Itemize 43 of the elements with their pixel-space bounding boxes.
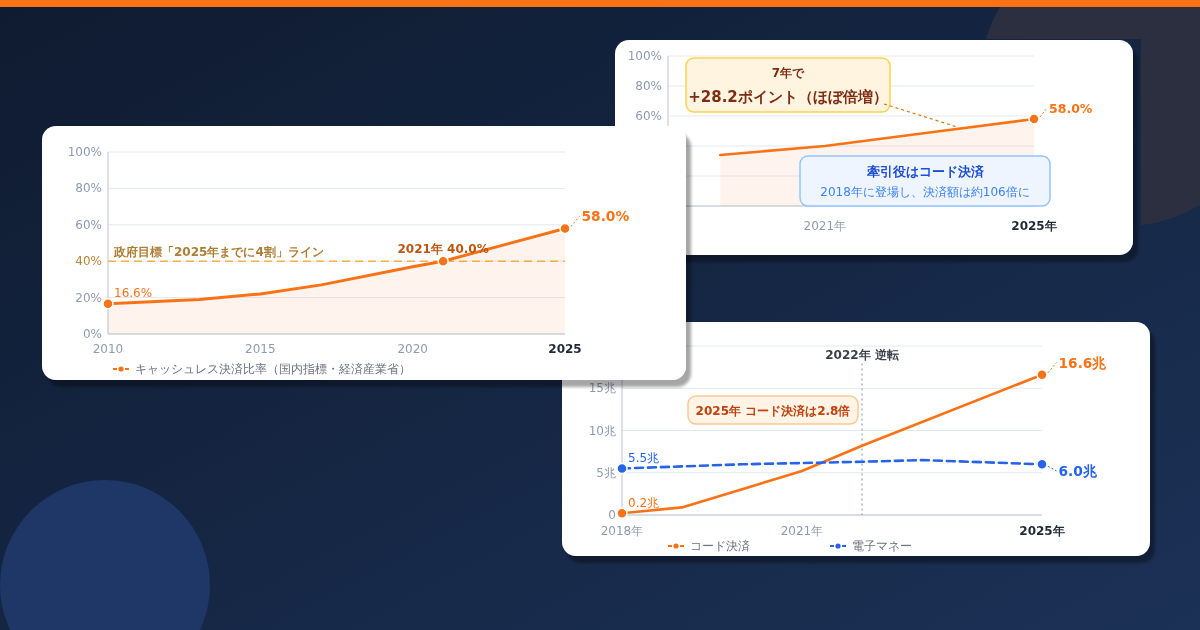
x-tick-label: 2010 [92, 342, 124, 356]
x-tick-label: 2018年 [600, 524, 644, 538]
annotation: 牽引役はコード決済 [866, 164, 985, 179]
y-tick-label: 10兆 [588, 423, 616, 438]
x-tick-label: 2025 [548, 342, 582, 356]
annotation: 58.0% [581, 208, 630, 225]
legend-label: 電子マネー [852, 539, 912, 553]
x-tick-label: 2015 [245, 342, 276, 356]
y-tick-label: 60% [75, 217, 102, 232]
annotation: 2018年に登場し、決済額は約106倍に [820, 185, 1030, 199]
y-tick-label: 15兆 [588, 381, 616, 396]
legend-label: キャッシュレス決済比率（国内指標・経済産業省） [135, 362, 411, 376]
annotation: 2021年 40.0% [397, 241, 489, 256]
annotation: 5.5兆 [628, 451, 660, 466]
annotation: 58.0% [1049, 100, 1093, 116]
y-tick-label: 60% [635, 109, 662, 123]
annotation: 0.2兆 [628, 495, 660, 510]
point [437, 255, 449, 267]
point [102, 298, 114, 310]
y-tick-label: 0% [82, 327, 102, 341]
x-tick-label: 2025年 [1011, 219, 1057, 233]
x-tick-label: 2021年 [780, 524, 824, 538]
ref-line-label: 政府目標「2025年までに4割」ライン [113, 244, 324, 259]
y-tick-label: 0 [608, 508, 616, 522]
y-tick-label: 5兆 [596, 465, 616, 480]
annotation: 7年で [771, 66, 806, 80]
x-tick-label: 2021年 [803, 219, 847, 233]
annotation: 2025年 コード決済は2.8倍 [695, 404, 851, 418]
point [616, 462, 628, 475]
y-tick-label: 100% [627, 49, 662, 63]
y-tick-label: 40% [75, 254, 102, 269]
annotation: 6.0兆 [1058, 462, 1098, 479]
x-tick-label: 2025年 [1019, 524, 1065, 538]
annotation: 16.6% [114, 286, 153, 301]
annotation: 16.6兆 [1058, 354, 1108, 371]
y-tick-label: 80% [635, 79, 662, 93]
x-tick-label: 2020 [397, 342, 428, 356]
legend-label: コード決済 [690, 539, 750, 553]
y-tick-label: 20% [75, 290, 102, 305]
y-tick-label: 80% [75, 181, 102, 196]
ref-line-label: 2022年 逆転 [825, 348, 899, 363]
y-tick-label: 100% [67, 145, 102, 159]
annotation: +28.2ポイント（ほぼ倍増） [688, 88, 888, 106]
